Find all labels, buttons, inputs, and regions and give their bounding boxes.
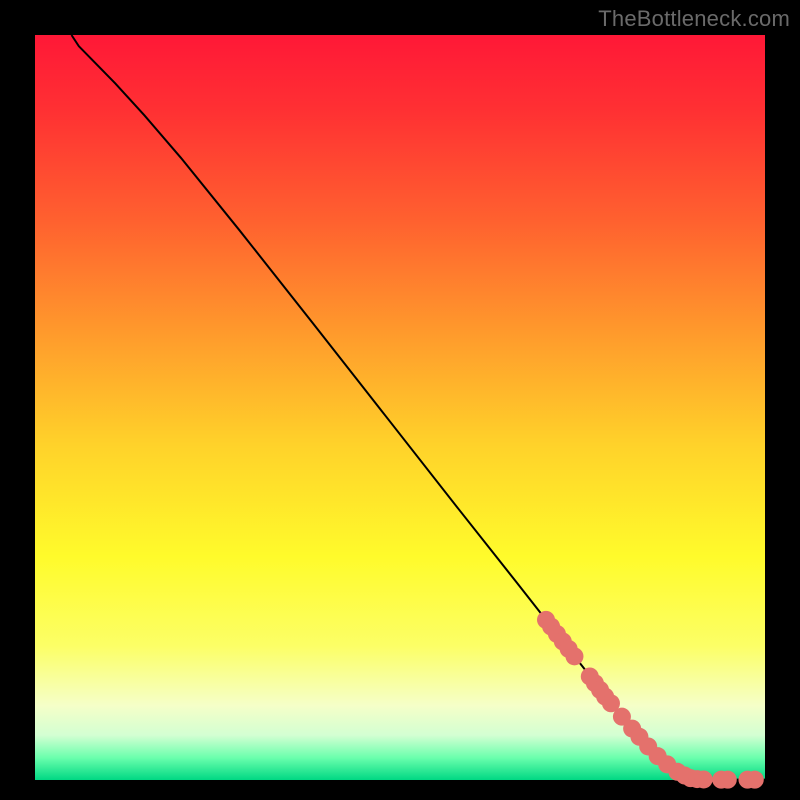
plot-background: [35, 35, 765, 780]
figure-container: TheBottleneck.com: [0, 0, 800, 800]
data-marker: [746, 771, 764, 789]
data-marker: [565, 647, 583, 665]
frame-right: [765, 0, 800, 800]
frame-left: [0, 0, 35, 800]
data-marker: [695, 770, 713, 788]
data-marker: [719, 771, 737, 789]
bottleneck-chart: [0, 0, 800, 800]
watermark-text: TheBottleneck.com: [598, 6, 790, 32]
